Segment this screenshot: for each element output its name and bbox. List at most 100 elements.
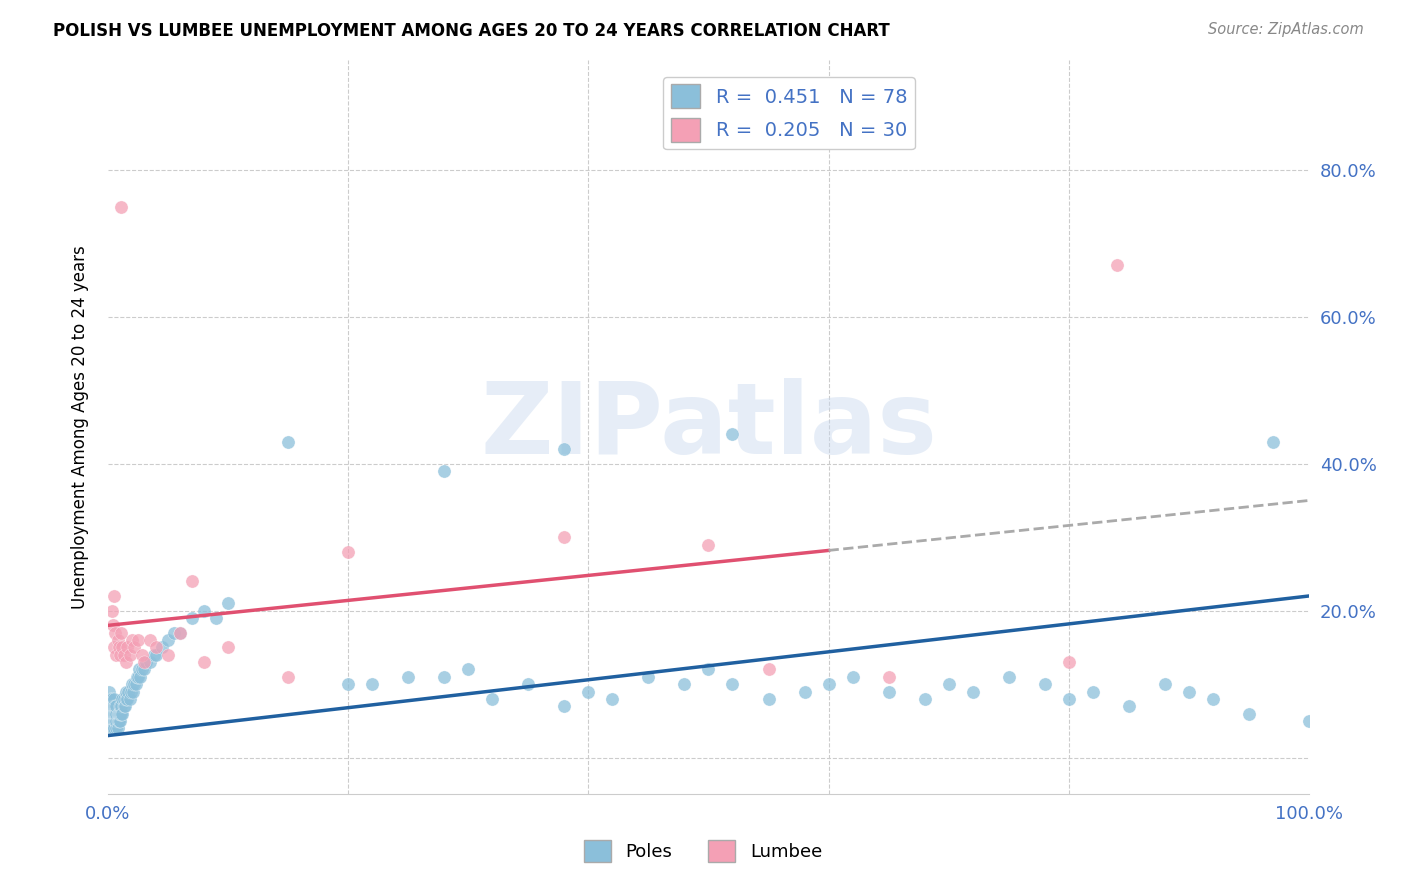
- Point: [1057, 691, 1080, 706]
- Point: [122, 684, 145, 698]
- Point: [111, 706, 134, 721]
- Point: [127, 633, 149, 648]
- Text: Source: ZipAtlas.com: Source: ZipAtlas.com: [1208, 22, 1364, 37]
- Point: [128, 663, 150, 677]
- Point: [104, 714, 127, 728]
- Point: [337, 545, 360, 559]
- Point: [107, 640, 129, 655]
- Point: [841, 670, 863, 684]
- Point: [100, 714, 122, 728]
- Point: [817, 677, 839, 691]
- Point: [103, 706, 125, 721]
- Point: [100, 714, 122, 728]
- Point: [337, 677, 360, 691]
- Point: [877, 670, 900, 684]
- Text: POLISH VS LUMBEE UNEMPLOYMENT AMONG AGES 20 TO 24 YEARS CORRELATION CHART: POLISH VS LUMBEE UNEMPLOYMENT AMONG AGES…: [53, 22, 890, 40]
- Point: [139, 633, 162, 648]
- Point: [103, 721, 125, 735]
- Point: [602, 691, 624, 706]
- Point: [132, 663, 155, 677]
- Point: [758, 691, 780, 706]
- Point: [673, 677, 696, 691]
- Point: [115, 691, 138, 706]
- Point: [112, 648, 135, 662]
- Legend: R =  0.451   N = 78, R =  0.205   N = 30: R = 0.451 N = 78, R = 0.205 N = 30: [664, 77, 915, 149]
- Point: [793, 684, 815, 698]
- Point: [1081, 684, 1104, 698]
- Point: [1118, 699, 1140, 714]
- Point: [100, 721, 122, 735]
- Point: [100, 706, 122, 721]
- Point: [107, 706, 129, 721]
- Point: [118, 691, 141, 706]
- Point: [115, 640, 138, 655]
- Point: [110, 200, 132, 214]
- Point: [1298, 714, 1320, 728]
- Point: [100, 706, 122, 721]
- Point: [101, 706, 124, 721]
- Point: [100, 714, 122, 728]
- Point: [1105, 258, 1128, 272]
- Point: [217, 640, 239, 655]
- Point: [105, 721, 128, 735]
- Legend: Poles, Lumbee: Poles, Lumbee: [576, 833, 830, 870]
- Point: [758, 663, 780, 677]
- Point: [98, 691, 121, 706]
- Point: [433, 670, 456, 684]
- Point: [107, 633, 129, 648]
- Point: [193, 604, 215, 618]
- Point: [217, 596, 239, 610]
- Point: [517, 677, 540, 691]
- Point: [118, 648, 141, 662]
- Point: [100, 721, 122, 735]
- Point: [101, 714, 124, 728]
- Point: [115, 684, 138, 698]
- Point: [100, 604, 122, 618]
- Point: [117, 684, 139, 698]
- Point: [697, 537, 720, 551]
- Point: [457, 663, 479, 677]
- Point: [1033, 677, 1056, 691]
- Point: [145, 648, 167, 662]
- Point: [124, 640, 146, 655]
- Point: [105, 706, 128, 721]
- Point: [100, 699, 122, 714]
- Point: [396, 670, 419, 684]
- Point: [114, 699, 136, 714]
- Point: [115, 691, 138, 706]
- Point: [121, 677, 143, 691]
- Point: [111, 640, 134, 655]
- Point: [104, 699, 127, 714]
- Point: [110, 699, 132, 714]
- Text: ZIPatlas: ZIPatlas: [479, 378, 936, 475]
- Point: [938, 677, 960, 691]
- Point: [277, 670, 299, 684]
- Point: [962, 684, 984, 698]
- Point: [108, 706, 131, 721]
- Point: [108, 648, 131, 662]
- Point: [553, 442, 575, 456]
- Point: [1153, 677, 1175, 691]
- Point: [129, 670, 152, 684]
- Point: [98, 721, 121, 735]
- Point: [131, 648, 153, 662]
- Point: [108, 714, 131, 728]
- Point: [98, 684, 121, 698]
- Point: [103, 589, 125, 603]
- Point: [997, 670, 1019, 684]
- Point: [157, 633, 180, 648]
- Point: [110, 706, 132, 721]
- Point: [105, 648, 128, 662]
- Point: [139, 655, 162, 669]
- Point: [1261, 434, 1284, 449]
- Point: [877, 684, 900, 698]
- Point: [150, 640, 173, 655]
- Point: [721, 427, 744, 442]
- Point: [481, 691, 503, 706]
- Point: [100, 691, 122, 706]
- Point: [120, 684, 142, 698]
- Point: [101, 618, 124, 632]
- Point: [100, 691, 122, 706]
- Point: [107, 721, 129, 735]
- Point: [157, 648, 180, 662]
